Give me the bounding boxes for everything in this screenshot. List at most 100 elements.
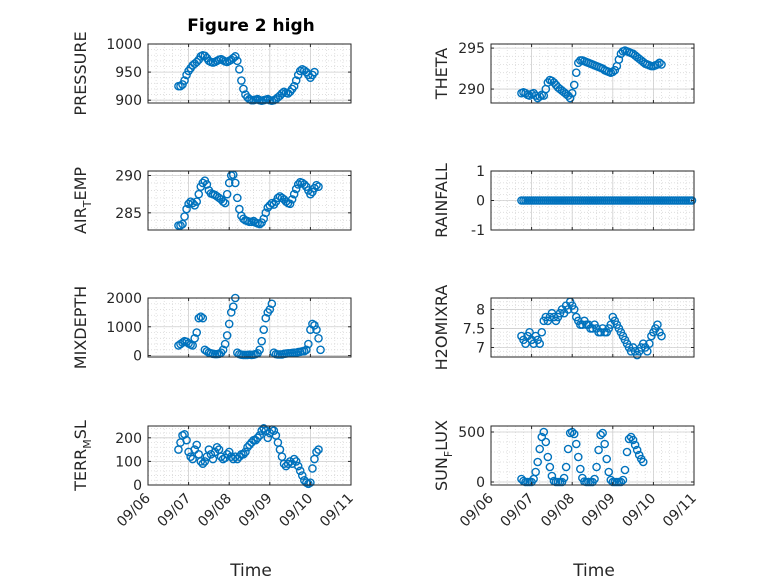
y-tick-label: 0: [476, 194, 485, 210]
data-point: [224, 178, 234, 188]
data-point: [255, 345, 264, 355]
data-point: [295, 466, 305, 476]
y-tick-label: 290: [458, 82, 485, 98]
data-point: [569, 429, 579, 439]
data-point: [220, 198, 230, 208]
data-point: [308, 464, 317, 473]
data-point: [255, 219, 264, 229]
data-point: [224, 447, 234, 457]
data-point: [188, 454, 197, 464]
data-point: [235, 64, 244, 74]
y-axis-label: THETA: [432, 48, 451, 100]
data-point: [253, 433, 262, 443]
data-point: [297, 471, 307, 480]
axes-box: [147, 43, 352, 104]
y-tick-label: 950: [115, 65, 142, 81]
data-point: [218, 197, 228, 206]
data-point: [545, 462, 555, 472]
data-point: [220, 339, 230, 349]
y-tick-label: 8: [476, 302, 485, 318]
data-point: [295, 66, 305, 76]
data-point: [289, 81, 299, 91]
data-point: [257, 426, 266, 436]
data-point: [269, 426, 279, 436]
y-tick-label: 200: [115, 431, 142, 447]
data-point: [312, 447, 321, 457]
data-point: [310, 321, 319, 330]
data-point: [594, 445, 603, 455]
data-point: [212, 442, 222, 452]
y-axis-label: H2OMIXRA: [432, 285, 451, 371]
axes-box: [147, 170, 352, 231]
data-point: [186, 452, 195, 461]
data-point: [180, 76, 189, 85]
theta-plot: 290 295 THETA: [432, 41, 695, 104]
data-point: [190, 333, 199, 343]
data-point: [241, 447, 250, 457]
data-point: [237, 76, 246, 85]
data-point: [255, 431, 264, 440]
data-point: [537, 327, 547, 337]
data-point: [261, 208, 271, 218]
y-tick-label: 7: [476, 340, 485, 356]
data-point: [180, 212, 189, 221]
y-axis-label: AIRTEMP: [71, 167, 94, 234]
data-point: [571, 439, 581, 449]
data-point: [645, 339, 654, 348]
data-point: [306, 478, 315, 487]
data-point: [306, 189, 315, 199]
figure-title: Figure 2 high: [187, 16, 315, 36]
data-point: [180, 429, 189, 439]
data-point: [535, 92, 545, 101]
y-axis-label: SUNFLUX: [432, 420, 455, 491]
data-point: [525, 327, 534, 337]
data-point: [293, 180, 303, 189]
data-point: [561, 462, 571, 472]
data-point: [308, 319, 317, 329]
data-point: [541, 437, 551, 447]
data-point: [259, 325, 269, 334]
axes-box: [490, 425, 695, 486]
data-point: [289, 189, 299, 199]
data-point: [178, 338, 187, 347]
data-point: [196, 457, 206, 466]
data-point: [230, 52, 240, 61]
data-point: [657, 60, 666, 69]
data-point: [569, 305, 579, 314]
data-point: [622, 447, 632, 457]
data-point: [590, 474, 599, 484]
y-tick-label: 0: [476, 475, 485, 491]
data-point: [196, 312, 206, 322]
data-point: [269, 348, 279, 357]
data-point: [277, 89, 287, 98]
y-tick-label: 2000: [106, 291, 142, 307]
data-point: [188, 198, 197, 208]
data-point: [265, 305, 275, 314]
y-tick-label: 290: [115, 168, 142, 184]
data-point: [192, 197, 202, 206]
pressure-plot: 900 950 1000 PRESSURE: [71, 31, 352, 116]
data-point: [304, 339, 313, 349]
h2omixra-plot: 7 7.5 8 H2OMIXRA: [432, 285, 695, 371]
data-point: [200, 457, 210, 466]
data-point: [618, 475, 628, 485]
data-point: [233, 193, 242, 203]
data-point: [312, 180, 321, 190]
x-axis-label-right: Time: [572, 561, 615, 581]
data-point: [314, 182, 323, 191]
data-point: [653, 320, 662, 329]
data-point: [285, 199, 295, 209]
y-tick-label: 500: [458, 425, 485, 441]
data-point: [614, 55, 624, 64]
data-point: [200, 51, 210, 61]
data-point: [293, 461, 303, 471]
data-point: [261, 313, 271, 323]
rainfall-plot: -1 0 1 RAINFALL: [432, 163, 697, 239]
data-point: [521, 339, 530, 348]
data-point: [289, 454, 299, 464]
data-point: [312, 325, 321, 334]
data-point: [300, 180, 309, 189]
data-point: [563, 444, 573, 454]
